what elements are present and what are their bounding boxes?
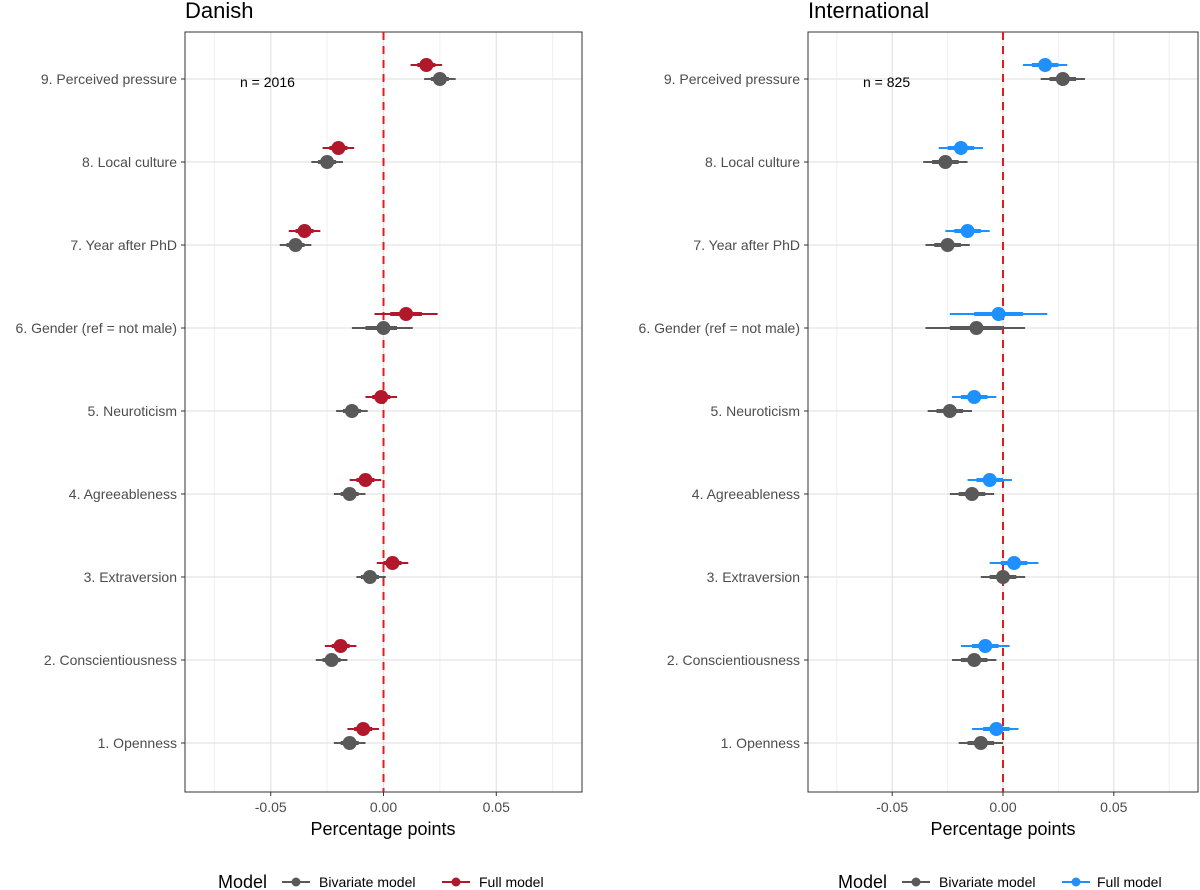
legend-key-bivariate-danish: [282, 877, 310, 887]
point-estimate-full-model-international: [1007, 556, 1022, 570]
point-estimate-full-model-international: [1038, 58, 1053, 72]
point-estimate-bivariate-model-danish: [432, 72, 447, 86]
point-estimate-bivariate-model-international: [1055, 72, 1070, 86]
point-estimate-bivariate-model-international: [996, 570, 1010, 584]
legend-label-bivariate-danish: Bivariate model: [319, 874, 416, 890]
sample-size-annotation-international: n = 825: [863, 74, 910, 90]
point-estimate-bivariate-model-danish: [344, 404, 359, 418]
point-estimate-bivariate-model-international: [940, 238, 955, 252]
legend-label-full-danish: Full model: [479, 874, 544, 890]
legend-key-full-danish: [442, 877, 470, 887]
point-estimate-bivariate-model-international: [964, 487, 979, 501]
legend-point-full-international: [1071, 877, 1081, 887]
category-label-danish: 6. Gender (ref = not male): [16, 320, 177, 336]
category-label-danish: 5. Neuroticism: [88, 403, 177, 419]
category-label-danish: 8. Local culture: [82, 154, 177, 170]
point-estimate-full-model-danish: [358, 473, 373, 487]
point-estimate-bivariate-model-danish: [320, 155, 335, 169]
point-estimate-bivariate-model-international: [942, 404, 957, 418]
panel-marks-international: [923, 32, 1085, 792]
legend-danish: Model Bivariate model Full model: [218, 872, 544, 890]
legend-label-full-international: Full model: [1097, 874, 1162, 890]
point-estimate-full-model-danish: [374, 390, 389, 404]
point-estimate-full-model-danish: [297, 224, 312, 238]
point-estimate-full-model-international: [960, 224, 975, 238]
point-estimate-full-model-international: [989, 722, 1004, 736]
category-label-danish: 7. Year after PhD: [70, 237, 177, 253]
category-label-international: 9. Perceived pressure: [664, 71, 800, 87]
x-tick-label-international: 0.05: [1100, 799, 1127, 815]
panel-category-labels-international: 1. Openness 2. Conscientiousness 3. Extrav…: [639, 71, 808, 751]
category-label-international: 1. Openness: [721, 735, 800, 751]
category-label-danish: 4. Agreeableness: [69, 486, 177, 502]
point-estimate-full-model-international: [982, 473, 997, 487]
legend-international: Model Bivariate model Full model: [838, 872, 1162, 890]
point-estimate-bivariate-model-danish: [376, 321, 391, 335]
panel-title-international: International: [808, 0, 929, 23]
category-label-international: 8. Local culture: [705, 154, 800, 170]
legend-point-full-danish: [451, 877, 461, 887]
category-label-danish: 9. Perceived pressure: [41, 71, 177, 87]
category-label-danish: 3. Extraversion: [84, 569, 177, 585]
point-estimate-bivariate-model-international: [938, 155, 953, 169]
category-label-international: 4. Agreeableness: [692, 486, 800, 502]
panel-tick-labels-danish: -0.05 0.00 0.05: [255, 792, 510, 815]
legend-label-bivariate-international: Bivariate model: [939, 874, 1036, 890]
x-tick-label-danish: 0.00: [370, 799, 397, 815]
point-estimate-full-model-international: [967, 390, 982, 404]
legend-title-danish: Model: [218, 872, 267, 890]
point-estimate-bivariate-model-danish: [362, 570, 377, 584]
category-label-international: 5. Neuroticism: [711, 403, 800, 419]
point-estimate-bivariate-model-danish: [342, 736, 357, 750]
x-tick-label-international: 0.00: [989, 799, 1016, 815]
legend-point-bivariate-international: [911, 877, 921, 887]
panel-international: International 1. Openness 2. Conscientiou…: [639, 0, 1199, 839]
point-estimate-bivariate-model-danish: [324, 653, 339, 667]
point-estimate-full-model-danish: [399, 307, 414, 321]
category-label-international: 3. Extraversion: [707, 569, 800, 585]
point-estimate-full-model-danish: [385, 556, 400, 570]
category-label-danish: 1. Openness: [98, 735, 177, 751]
panel-marks-danish: [279, 32, 456, 792]
point-estimate-bivariate-model-danish: [288, 238, 303, 252]
point-estimate-full-model-international: [991, 307, 1006, 321]
x-tick-label-danish: 0.05: [483, 799, 510, 815]
x-tick-label-danish: -0.05: [255, 799, 287, 815]
x-tick-label-international: -0.05: [876, 799, 908, 815]
point-estimate-bivariate-model-danish: [342, 487, 357, 501]
point-estimate-full-model-danish: [356, 722, 371, 736]
category-label-danish: 2. Conscientiousness: [44, 652, 177, 668]
panel-tick-labels-international: -0.05 0.00 0.05: [876, 792, 1128, 815]
legend-key-bivariate-international: [902, 877, 930, 887]
category-label-international: 2. Conscientiousness: [667, 652, 800, 668]
point-estimate-bivariate-model-international: [969, 321, 984, 335]
point-estimate-full-model-danish: [331, 141, 346, 155]
panel-danish: Danish 1. Openness 2. Conscientiousness 3.…: [16, 0, 583, 839]
category-label-international: 6. Gender (ref = not male): [639, 320, 800, 336]
point-estimate-full-model-danish: [333, 639, 348, 653]
point-estimate-bivariate-model-international: [967, 653, 982, 667]
point-estimate-full-model-international: [953, 141, 968, 155]
legend-key-full-international: [1062, 877, 1090, 887]
legend-point-bivariate-danish: [291, 877, 301, 887]
point-estimate-full-model-danish: [419, 58, 434, 72]
x-axis-label-international: Percentage points: [930, 819, 1075, 839]
category-label-international: 7. Year after PhD: [693, 237, 800, 253]
panel-category-labels-danish: 1. Openness 2. Conscientiousness 3. Extrav…: [16, 71, 185, 751]
legend-title-international: Model: [838, 872, 887, 890]
panel-title-danish: Danish: [185, 0, 253, 23]
point-estimate-bivariate-model-international: [973, 736, 988, 750]
sample-size-annotation-danish: n = 2016: [240, 74, 295, 90]
point-estimate-full-model-international: [978, 639, 993, 653]
x-axis-label-danish: Percentage points: [310, 819, 455, 839]
